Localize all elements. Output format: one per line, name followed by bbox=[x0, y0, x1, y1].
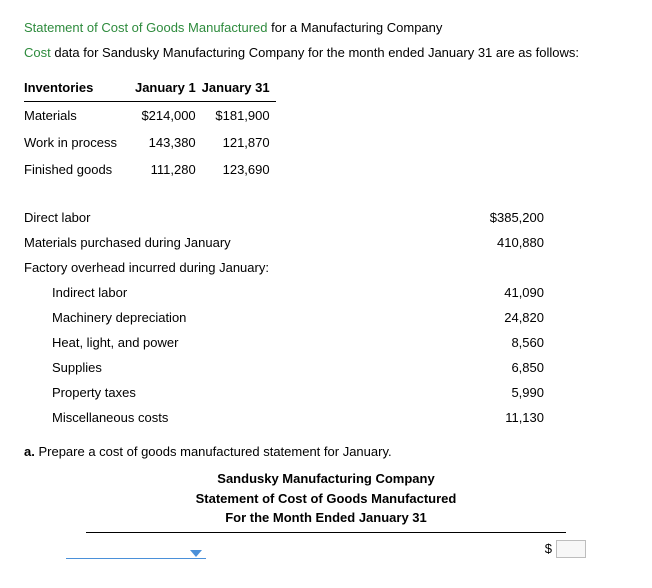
overhead-amount: 6,850 bbox=[424, 355, 544, 380]
overhead-amount: 8,560 bbox=[424, 330, 544, 355]
statement-header: Sandusky Manufacturing Company Statement… bbox=[86, 469, 566, 528]
amount-input-group: $ bbox=[545, 540, 586, 558]
currency-symbol: $ bbox=[545, 541, 552, 556]
overhead-amount: 11,130 bbox=[424, 405, 544, 430]
table-row: Heat, light, and power 8,560 bbox=[24, 330, 544, 355]
inv-jan31: 123,690 bbox=[202, 156, 276, 183]
page-title: Statement of Cost of Goods Manufactured … bbox=[24, 20, 628, 35]
inv-jan1: 143,380 bbox=[135, 129, 202, 156]
table-row: Factory overhead incurred during January… bbox=[24, 255, 544, 280]
col-jan1: January 1 bbox=[135, 74, 202, 102]
table-row: Materials purchased during January 410,8… bbox=[24, 230, 544, 255]
overhead-label: Heat, light, and power bbox=[24, 330, 424, 355]
overhead-amount: 41,090 bbox=[424, 280, 544, 305]
amount-input[interactable] bbox=[556, 540, 586, 558]
intro-rest: data for Sandusky Manufacturing Company … bbox=[51, 45, 579, 60]
intro-text: Cost data for Sandusky Manufacturing Com… bbox=[24, 45, 628, 60]
col-inventories: Inventories bbox=[24, 74, 135, 102]
overhead-label: Machinery depreciation bbox=[24, 305, 424, 330]
table-row: Materials $214,000 $181,900 bbox=[24, 102, 276, 130]
cost-amount: $385,200 bbox=[424, 205, 544, 230]
cost-label: Direct labor bbox=[24, 205, 424, 230]
table-row: Miscellaneous costs 11,130 bbox=[24, 405, 544, 430]
table-row: Work in process 143,380 121,870 bbox=[24, 129, 276, 156]
question-text: Prepare a cost of goods manufactured sta… bbox=[38, 444, 391, 459]
title-rest: for a Manufacturing Company bbox=[268, 20, 443, 35]
table-row: Machinery depreciation 24,820 bbox=[24, 305, 544, 330]
table-row: Finished goods 111,280 123,690 bbox=[24, 156, 276, 183]
overhead-amount: 24,820 bbox=[424, 305, 544, 330]
inv-jan1: $214,000 bbox=[135, 102, 202, 130]
cost-label: Materials purchased during January bbox=[24, 230, 424, 255]
inv-jan1: 111,280 bbox=[135, 156, 202, 183]
inv-label: Materials bbox=[24, 102, 135, 130]
cost-amount: 410,880 bbox=[424, 230, 544, 255]
statement-input-row: $ bbox=[66, 539, 586, 559]
question-a: a. Prepare a cost of goods manufactured … bbox=[24, 444, 628, 459]
table-header-row: Inventories January 1 January 31 bbox=[24, 74, 276, 102]
table-row: Direct labor $385,200 bbox=[24, 205, 544, 230]
inventories-table: Inventories January 1 January 31 Materia… bbox=[24, 74, 276, 183]
chevron-down-icon bbox=[190, 550, 202, 558]
inv-label: Work in process bbox=[24, 129, 135, 156]
question-letter: a. bbox=[24, 444, 35, 459]
overhead-header: Factory overhead incurred during January… bbox=[24, 255, 544, 280]
inv-label: Finished goods bbox=[24, 156, 135, 183]
overhead-label: Indirect labor bbox=[24, 280, 424, 305]
inv-jan31: 121,870 bbox=[202, 129, 276, 156]
overhead-label: Miscellaneous costs bbox=[24, 405, 424, 430]
intro-green: Cost bbox=[24, 45, 51, 60]
table-row: Supplies 6,850 bbox=[24, 355, 544, 380]
table-row: Indirect labor 41,090 bbox=[24, 280, 544, 305]
statement-rule bbox=[86, 532, 566, 533]
title-green: Statement of Cost of Goods Manufactured bbox=[24, 20, 268, 35]
table-row: Property taxes 5,990 bbox=[24, 380, 544, 405]
col-jan31: January 31 bbox=[202, 74, 276, 102]
inv-jan31: $181,900 bbox=[202, 102, 276, 130]
statement-title: Statement of Cost of Goods Manufactured bbox=[86, 489, 566, 509]
overhead-label: Supplies bbox=[24, 355, 424, 380]
costs-table: Direct labor $385,200 Materials purchase… bbox=[24, 205, 544, 430]
overhead-amount: 5,990 bbox=[424, 380, 544, 405]
statement-company: Sandusky Manufacturing Company bbox=[86, 469, 566, 489]
overhead-label: Property taxes bbox=[24, 380, 424, 405]
statement-period: For the Month Ended January 31 bbox=[86, 508, 566, 528]
line-item-dropdown[interactable] bbox=[66, 539, 206, 559]
